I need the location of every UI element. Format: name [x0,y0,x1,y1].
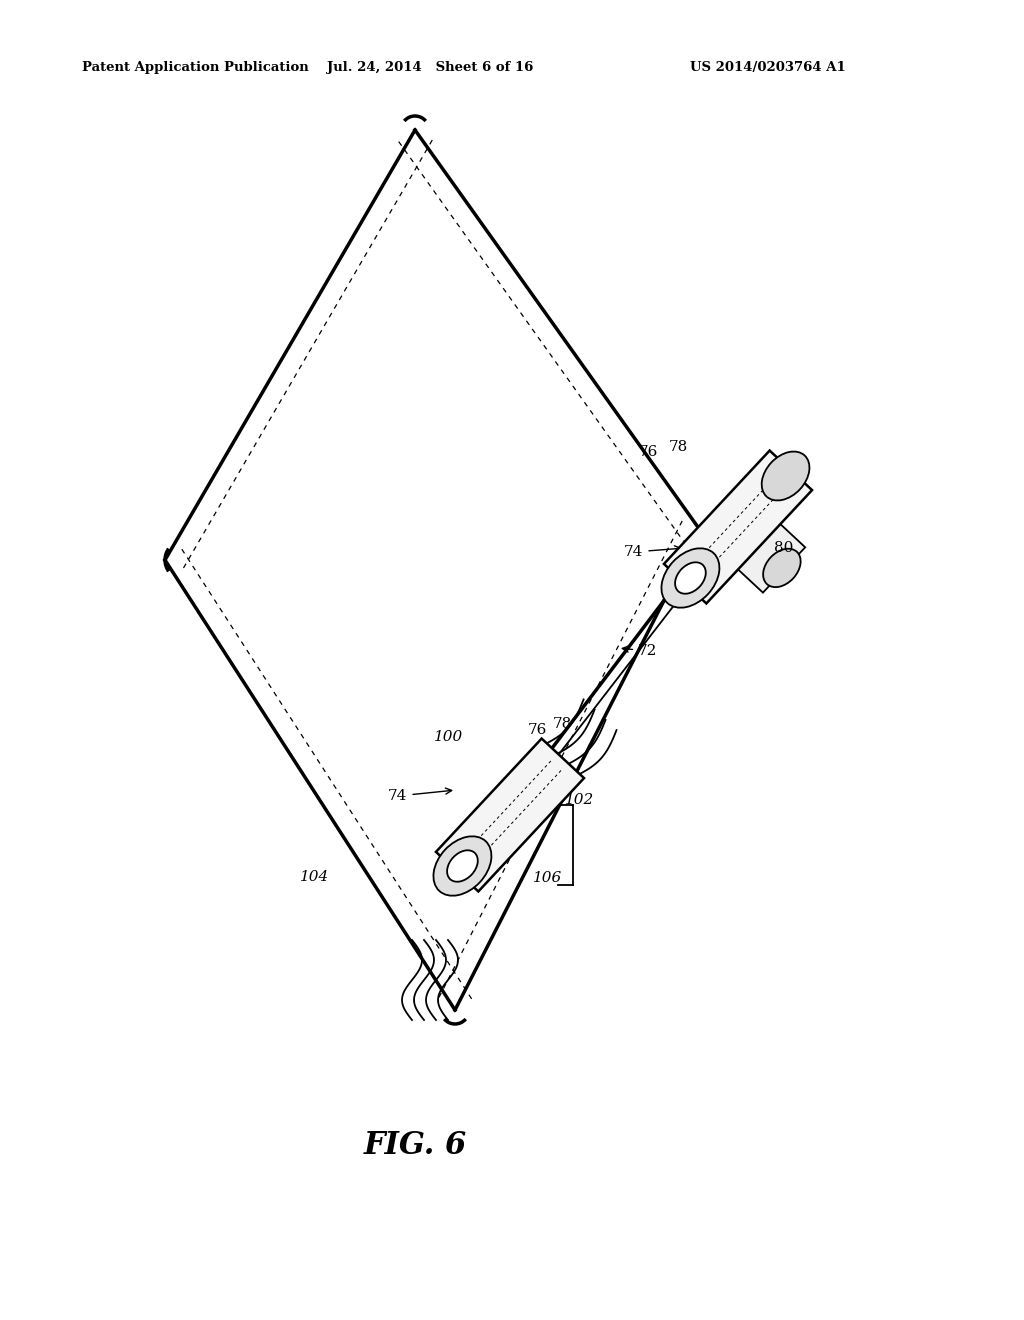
Ellipse shape [447,850,478,882]
Text: Jul. 24, 2014   Sheet 6 of 16: Jul. 24, 2014 Sheet 6 of 16 [327,62,534,74]
Text: 74: 74 [624,545,681,558]
Ellipse shape [763,549,801,587]
Text: 72: 72 [623,644,657,657]
Text: 102: 102 [565,793,595,807]
Text: 100: 100 [434,730,464,744]
Text: US 2014/0203764 A1: US 2014/0203764 A1 [690,62,846,74]
Text: FIG. 6: FIG. 6 [364,1130,467,1160]
Text: 78: 78 [669,440,688,454]
Ellipse shape [433,837,492,896]
Text: 78: 78 [552,717,571,731]
Ellipse shape [662,548,720,607]
Text: Patent Application Publication: Patent Application Publication [82,62,309,74]
Text: 76: 76 [638,445,657,459]
Polygon shape [664,450,812,603]
Text: 104: 104 [300,870,330,884]
Text: 74: 74 [388,788,452,803]
Text: 76: 76 [527,723,547,737]
Ellipse shape [762,451,809,500]
Text: 106: 106 [534,871,562,884]
Ellipse shape [675,562,706,594]
Text: 80: 80 [774,541,794,554]
Polygon shape [735,521,805,593]
Polygon shape [436,739,584,891]
